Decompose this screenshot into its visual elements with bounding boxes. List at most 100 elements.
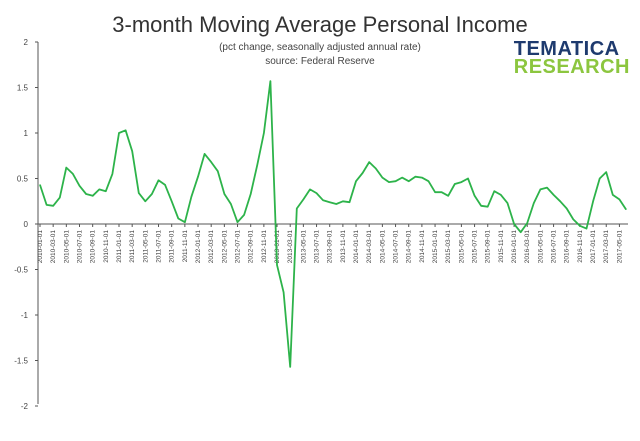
- x-tick-label: 2012-11-01: [261, 230, 268, 263]
- x-tick-label: 2012-09-01: [248, 230, 255, 264]
- data-point: [302, 198, 304, 201]
- data-point: [605, 171, 607, 173]
- x-tick-label: 2012-05-01: [221, 230, 228, 264]
- data-point: [276, 264, 278, 266]
- x-tick-label: 2016-05-01: [537, 230, 544, 264]
- data-point: [184, 221, 186, 223]
- x-tick-label: 2015-11-01: [498, 230, 505, 263]
- data-point: [493, 190, 495, 192]
- x-tick-label: 2011-05-01: [142, 230, 149, 263]
- chart-subtitle: (pct change, seasonally adjusted annual …: [219, 42, 421, 53]
- data-point: [447, 195, 449, 197]
- data-point: [441, 191, 443, 193]
- x-tick-label: 2016-07-01: [551, 230, 558, 264]
- data-point: [362, 172, 364, 174]
- tematica-logo: TEMATICA RESEARCH: [513, 39, 630, 78]
- x-tick-label: 2016-09-01: [564, 230, 571, 264]
- data-point: [309, 188, 311, 191]
- data-point: [539, 188, 542, 191]
- data-point: [375, 167, 377, 170]
- data-point: [612, 194, 614, 196]
- data-point: [72, 173, 74, 175]
- x-tick-label: 2016-01-01: [511, 230, 518, 264]
- x-tick-label: 2013-11-01: [340, 230, 347, 263]
- data-point: [329, 201, 331, 203]
- x-tick-label: 2013-05-01: [300, 230, 307, 264]
- x-tick-label: 2015-05-01: [458, 230, 465, 264]
- data-point: [355, 180, 357, 182]
- x-tick-label: 2015-03-01: [445, 230, 452, 264]
- x-tick-label: 2017-01-01: [590, 230, 597, 264]
- data-point: [138, 192, 140, 194]
- x-tick-label: 2010-11-01: [103, 230, 110, 263]
- data-point: [204, 153, 206, 155]
- x-tick-label: 2010-07-01: [77, 230, 84, 264]
- x-tick-label: 2012-03-01: [208, 230, 215, 264]
- data-point: [250, 193, 252, 195]
- series-line-0: [39, 80, 627, 368]
- data-point: [388, 181, 390, 183]
- data-point: [572, 218, 574, 221]
- x-tick-label: 2014-09-01: [406, 230, 413, 264]
- data-point: [592, 200, 594, 202]
- data-point: [394, 180, 397, 182]
- data-point: [65, 166, 67, 169]
- data-point: [322, 199, 324, 201]
- data-point: [98, 188, 100, 191]
- data-point: [59, 197, 61, 199]
- x-tick-label: 2016-11-01: [577, 230, 584, 263]
- x-tick-label: 2010-03-01: [50, 230, 57, 264]
- data-point: [454, 183, 456, 185]
- data-point: [520, 231, 522, 233]
- data-point: [342, 200, 344, 202]
- data-point: [190, 196, 193, 198]
- x-tick-label: 2017-05-01: [616, 230, 623, 264]
- data-point: [460, 181, 462, 183]
- data-point: [197, 176, 199, 178]
- y-axis-ticks: 2 1.5 1 0.5 0 -0.5 -1 -1.5 -2: [14, 38, 38, 411]
- data-point: [210, 161, 212, 163]
- data-point: [171, 200, 173, 202]
- data-point: [559, 200, 561, 202]
- data-point: [124, 129, 127, 131]
- x-tick-label: 2014-01-01: [353, 230, 360, 264]
- data-point: [243, 214, 245, 216]
- data-point: [348, 201, 351, 203]
- y-tick-label: -0.5: [14, 266, 28, 275]
- data-point: [164, 184, 166, 186]
- chart-source: source: Federal Reserve: [265, 56, 375, 67]
- data-point: [45, 204, 48, 206]
- data-point: [78, 185, 81, 187]
- data-point: [421, 176, 423, 179]
- logo-line-2: RESEARCH: [513, 56, 630, 78]
- y-tick-label: -1: [21, 311, 29, 320]
- x-tick-label: 2013-01-01: [274, 230, 281, 264]
- data-point: [269, 80, 272, 82]
- x-tick-label: 2011-07-01: [156, 230, 163, 263]
- x-tick-label: 2015-09-01: [485, 230, 492, 264]
- data-point: [513, 223, 515, 225]
- data-point: [480, 205, 482, 207]
- data-point: [217, 170, 219, 172]
- data-point: [467, 177, 469, 180]
- x-tick-label: 2014-07-01: [393, 230, 400, 264]
- data-point: [236, 221, 239, 223]
- data-point: [625, 208, 627, 211]
- x-tick-label: 2010-05-01: [63, 230, 70, 264]
- data-point: [506, 202, 509, 204]
- data-point: [256, 164, 258, 166]
- data-point: [52, 205, 54, 207]
- data-point: [315, 192, 318, 194]
- data-point: [157, 179, 160, 181]
- data-point: [427, 180, 430, 182]
- data-point: [566, 207, 568, 210]
- data-point: [296, 207, 298, 210]
- chart-axes: [37, 42, 628, 404]
- data-point: [289, 366, 291, 368]
- data-point: [579, 225, 581, 227]
- data-point: [434, 191, 436, 193]
- x-tick-label: 2012-07-01: [235, 230, 242, 264]
- data-point: [500, 194, 502, 196]
- data-point: [552, 194, 555, 196]
